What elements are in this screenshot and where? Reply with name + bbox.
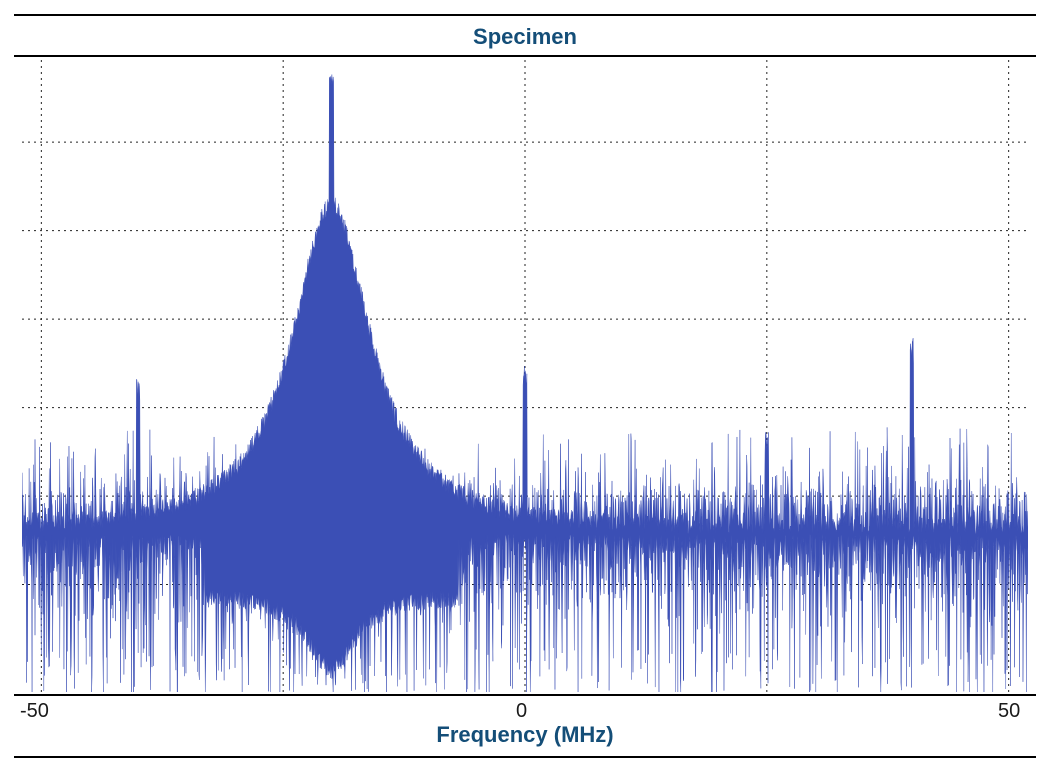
figure: Specimen -50 0 50 Frequency (MHz): [0, 0, 1050, 774]
x-axis-label: Frequency (MHz): [0, 722, 1050, 748]
spectrum-plot: [22, 60, 1028, 692]
axis-rule: [14, 694, 1036, 696]
top-rule: [14, 14, 1036, 16]
xtick-left: -50: [20, 700, 49, 723]
xtick-right: 50: [998, 700, 1020, 723]
bottom-rule: [14, 756, 1036, 758]
chart-title: Specimen: [0, 24, 1050, 50]
xtick-center: 0: [516, 700, 527, 723]
title-underline: [14, 55, 1036, 57]
